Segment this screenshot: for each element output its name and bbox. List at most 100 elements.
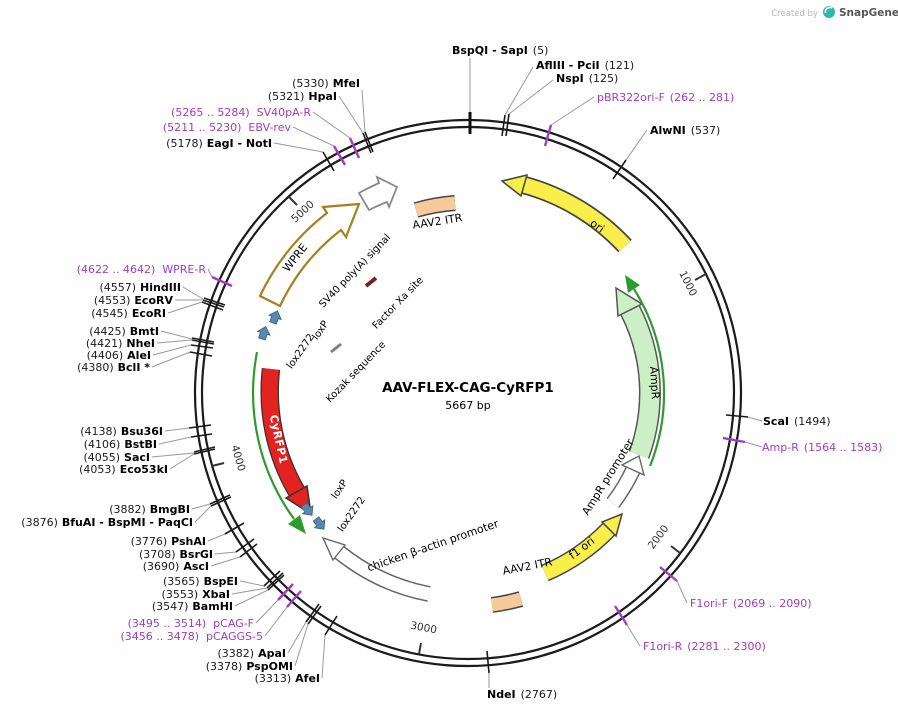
lox2272-lower-arrow[interactable] — [311, 515, 329, 533]
site-label-wpre-r[interactable]: (4622 .. 4642) WPRE-R — [77, 263, 207, 276]
site-label-nhei[interactable]: (4421) NheI — [86, 337, 155, 350]
factor-xa-marker[interactable] — [364, 276, 378, 288]
site-name: pCAGGS-5 — [206, 630, 263, 643]
site-label-pshai[interactable]: (3776) PshAI — [131, 535, 206, 548]
site-label-ecori[interactable]: (4545) EcoRI — [91, 307, 166, 320]
site-label-f1ori-r[interactable]: F1ori-R (2281 .. 2300) — [643, 640, 766, 653]
feature-aav2-itr-bottom[interactable] — [490, 591, 524, 613]
site-label-bspei[interactable]: (3565) BspEI — [163, 575, 238, 588]
site-name: AflIII - PciI — [536, 59, 600, 72]
site-label-ebv-rev[interactable]: (5211 .. 5230) EBV-rev — [163, 121, 292, 134]
site-label-ndei[interactable]: NdeI (2767) — [487, 688, 557, 701]
site-pos: (3708) — [139, 548, 176, 561]
orf-left-arc — [252, 351, 295, 520]
site-label-f1ori-f[interactable]: F1ori-F (2069 .. 2090) — [690, 597, 812, 610]
site-pos: (3776) — [131, 535, 168, 548]
site-name: WPRE-R — [162, 263, 206, 276]
lox2272-upper-arrow[interactable] — [256, 325, 272, 341]
feature-f1-ori[interactable] — [541, 512, 624, 582]
site-label-ecorv[interactable]: (4553) EcoRV — [94, 294, 174, 307]
site-label-bfuai-bspmi-paqci[interactable]: (3876) BfuAI - BspMI - PaqCI — [21, 516, 193, 529]
site-name: pBR322ori-F — [597, 91, 665, 104]
site-label-alwni[interactable]: AlwNI (537) — [650, 124, 720, 137]
loxp-upper-arrow[interactable] — [267, 309, 284, 326]
site-name: F1ori-R — [643, 640, 683, 653]
feature-label-ampr[interactable]: AmpR — [647, 366, 662, 400]
site-label-asci[interactable]: (3690) AscI — [143, 560, 209, 573]
site-label-bamhi[interactable]: (3547) BamHI — [152, 600, 233, 613]
site-pos: (2281 .. 2300) — [687, 640, 766, 653]
site-name: NdeI — [487, 688, 516, 701]
site-pos: (5178) — [166, 137, 203, 150]
orf-arrow-left — [252, 351, 306, 534]
feature-aav2-itr-top[interactable] — [413, 195, 456, 218]
site-pos: (3456 .. 3478) — [120, 630, 199, 643]
site-label-bmgbi[interactable]: (3882) BmgBI — [109, 503, 190, 516]
feature-ampr[interactable] — [615, 286, 661, 459]
site-label-hindiii[interactable]: (4557) HindIII — [99, 281, 181, 294]
site-pos: (1564 .. 1583) — [804, 441, 883, 454]
feature-sv40-polya[interactable] — [357, 175, 399, 212]
site-pos: (3565) — [163, 575, 200, 588]
site-label-apai[interactable]: (3382) ApaI — [218, 647, 286, 660]
site-label-scai[interactable]: ScaI (1494) — [763, 415, 831, 428]
site-pos: (3882) — [109, 503, 146, 516]
site-pos: (125) — [589, 72, 619, 85]
site-pos: (2767) — [521, 688, 558, 701]
site-label-alei[interactable]: (4406) AleI — [87, 349, 151, 362]
site-pos: (3547) — [152, 600, 189, 613]
primer-site-ticks — [211, 124, 746, 626]
site-label-pcag-f[interactable]: (3495 .. 3514) pCAG-F — [128, 617, 254, 630]
site-label-mfei[interactable]: (5330) MfeI — [292, 77, 360, 90]
f1ori-arrowhead — [600, 512, 624, 538]
site-label-bstbi[interactable]: (4106) BstBI — [84, 438, 157, 451]
site-name: pCAG-F — [213, 617, 254, 630]
site-name: BmtI — [130, 325, 159, 338]
scale-ticks — [211, 196, 707, 655]
site-name: SV40pA-R — [257, 106, 312, 119]
site-label-pcaggs-5[interactable]: (3456 .. 3478) pCAGGS-5 — [120, 630, 263, 643]
site-pos: (5265 .. 5284) — [171, 106, 250, 119]
site-label-bcli[interactable]: (4380) BclI * — [77, 361, 150, 374]
site-name: BfuAI - BspMI - PaqCI — [62, 516, 193, 529]
site-pos: (4421) — [86, 337, 123, 350]
site-label-sv40pa-r[interactable]: (5265 .. 5284) SV40pA-R — [171, 106, 311, 119]
site-name: AfeI — [295, 672, 320, 685]
site-name: BmgBI — [150, 503, 190, 516]
site-label-amp-r[interactable]: Amp-R (1564 .. 1583) — [762, 441, 882, 454]
feature-cba-promoter[interactable] — [321, 536, 431, 602]
feature-wpre[interactable] — [258, 202, 361, 308]
kozak-marker[interactable] — [330, 342, 342, 354]
orf-left-arrowhead — [288, 515, 306, 534]
site-name: Eco53kI — [120, 463, 168, 476]
loxp-lower-arrow[interactable] — [299, 501, 317, 519]
site-label-eco53ki[interactable]: (4053) Eco53kI — [79, 463, 168, 476]
site-name: BstBI — [124, 438, 157, 451]
ring-outer-circle — [193, 118, 743, 668]
site-pos: (5321) — [268, 90, 305, 103]
cyrfp1-arc — [261, 368, 304, 497]
site-label-nspi[interactable]: NspI (125) — [556, 72, 618, 85]
site-label-afei[interactable]: (3313) AfeI — [255, 672, 320, 685]
feature-ampr-promoter[interactable] — [606, 454, 646, 508]
ampr-arrowhead — [615, 286, 644, 318]
site-pos: (4557) — [99, 281, 136, 294]
site-label-afliii-pcii[interactable]: AflIII - PciI (121) — [536, 59, 634, 72]
site-pos: (5330) — [292, 77, 329, 90]
site-pos: (3495 .. 3514) — [128, 617, 207, 630]
cba-arrowhead — [321, 536, 347, 562]
site-label-xbai[interactable]: (3553) XbaI — [162, 588, 230, 601]
site-label-bsrgi[interactable]: (3708) BsrGI — [139, 548, 213, 561]
orf-right-arrowhead — [625, 275, 640, 293]
site-label-pbr322ori-f[interactable]: pBR322ori-F (262 .. 281) — [597, 91, 734, 104]
site-label-bspqi-sapi[interactable]: BspQI - SapI (5) — [452, 44, 548, 57]
site-label-bmti[interactable]: (4425) BmtI — [89, 325, 159, 338]
feature-ori[interactable] — [500, 173, 632, 253]
site-label-eagi-noti[interactable]: (5178) EagI - NotI — [166, 137, 272, 150]
site-label-saci[interactable]: (4055) SacI — [83, 451, 150, 464]
site-name: AlwNI — [650, 124, 686, 137]
ampr-arc — [621, 305, 660, 459]
site-label-bsu36i[interactable]: (4138) Bsu36I — [80, 425, 163, 438]
site-label-pspomi[interactable]: (3378) PspOMI — [206, 660, 293, 673]
site-label-hpai[interactable]: (5321) HpaI — [268, 90, 337, 103]
